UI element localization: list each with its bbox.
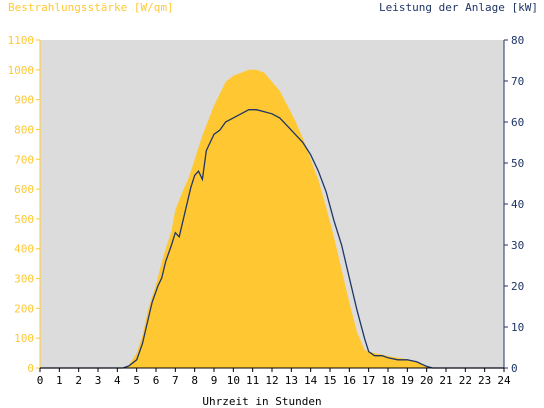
x-axis-label: Uhrzeit in Stunden (202, 395, 321, 408)
x-tick-label: 8 (191, 374, 198, 387)
right-tick-label: 0 (511, 362, 518, 375)
x-tick-label: 0 (37, 374, 44, 387)
right-tick-label: 20 (511, 280, 524, 293)
left-tick-label: 0 (27, 362, 34, 375)
right-tick-label: 70 (511, 75, 524, 88)
left-tick-label: 1100 (8, 34, 35, 47)
x-tick-label: 12 (265, 374, 278, 387)
left-tick-label: 400 (14, 243, 34, 256)
left-axis-ticks: 0 100 200 300 400 500 600 700 800 900 1000 1100 (8, 34, 40, 375)
x-tick-label: 15 (323, 374, 336, 387)
x-tick-label: 16 (343, 374, 356, 387)
x-tick-label: 4 (114, 374, 121, 387)
x-tick-label: 21 (439, 374, 452, 387)
x-tick-label: 6 (153, 374, 160, 387)
x-tick-label: 13 (285, 374, 298, 387)
x-tick-label: 17 (362, 374, 375, 387)
x-tick-label: 24 (497, 374, 511, 387)
left-tick-label: 300 (14, 273, 34, 286)
left-tick-label: 800 (14, 123, 34, 136)
left-axis-title: Bestrahlungsstärke [W/qm] (8, 1, 174, 14)
left-tick-label: 600 (14, 183, 34, 196)
left-tick-label: 700 (14, 153, 34, 166)
left-tick-label: 500 (14, 213, 34, 226)
x-tick-label: 2 (75, 374, 82, 387)
x-tick-label: 19 (401, 374, 414, 387)
right-tick-label: 50 (511, 157, 524, 170)
x-tick-label: 9 (211, 374, 218, 387)
x-tick-label: 20 (420, 374, 433, 387)
x-tick-label: 10 (227, 374, 240, 387)
right-tick-label: 40 (511, 198, 524, 211)
x-tick-label: 23 (478, 374, 491, 387)
left-tick-label: 100 (14, 332, 34, 345)
x-tick-label: 3 (95, 374, 102, 387)
left-tick-label: 1000 (8, 64, 35, 77)
x-tick-label: 18 (381, 374, 394, 387)
x-axis-ticks: 0 1 2 3 4 5 6 7 8 9 10 11 12 13 14 15 16 17 18 19 20 21 22 23 24 (37, 368, 511, 387)
x-tick-label: 22 (459, 374, 472, 387)
x-tick-label: 14 (304, 374, 318, 387)
right-tick-label: 30 (511, 239, 524, 252)
right-tick-label: 10 (511, 321, 524, 334)
x-tick-label: 5 (133, 374, 140, 387)
x-tick-label: 1 (56, 374, 63, 387)
left-tick-label: 200 (14, 302, 34, 315)
left-tick-label: 900 (14, 94, 34, 107)
right-tick-label: 80 (511, 34, 524, 47)
x-tick-label: 11 (246, 374, 259, 387)
right-tick-label: 60 (511, 116, 524, 129)
irradiance-area (40, 69, 504, 369)
right-axis-title: Leistung der Anlage [kW] (379, 1, 538, 14)
x-tick-label: 7 (172, 374, 179, 387)
power-line (40, 109, 504, 369)
right-axis-ticks: 0 10 20 30 40 50 60 70 80 (504, 34, 524, 375)
